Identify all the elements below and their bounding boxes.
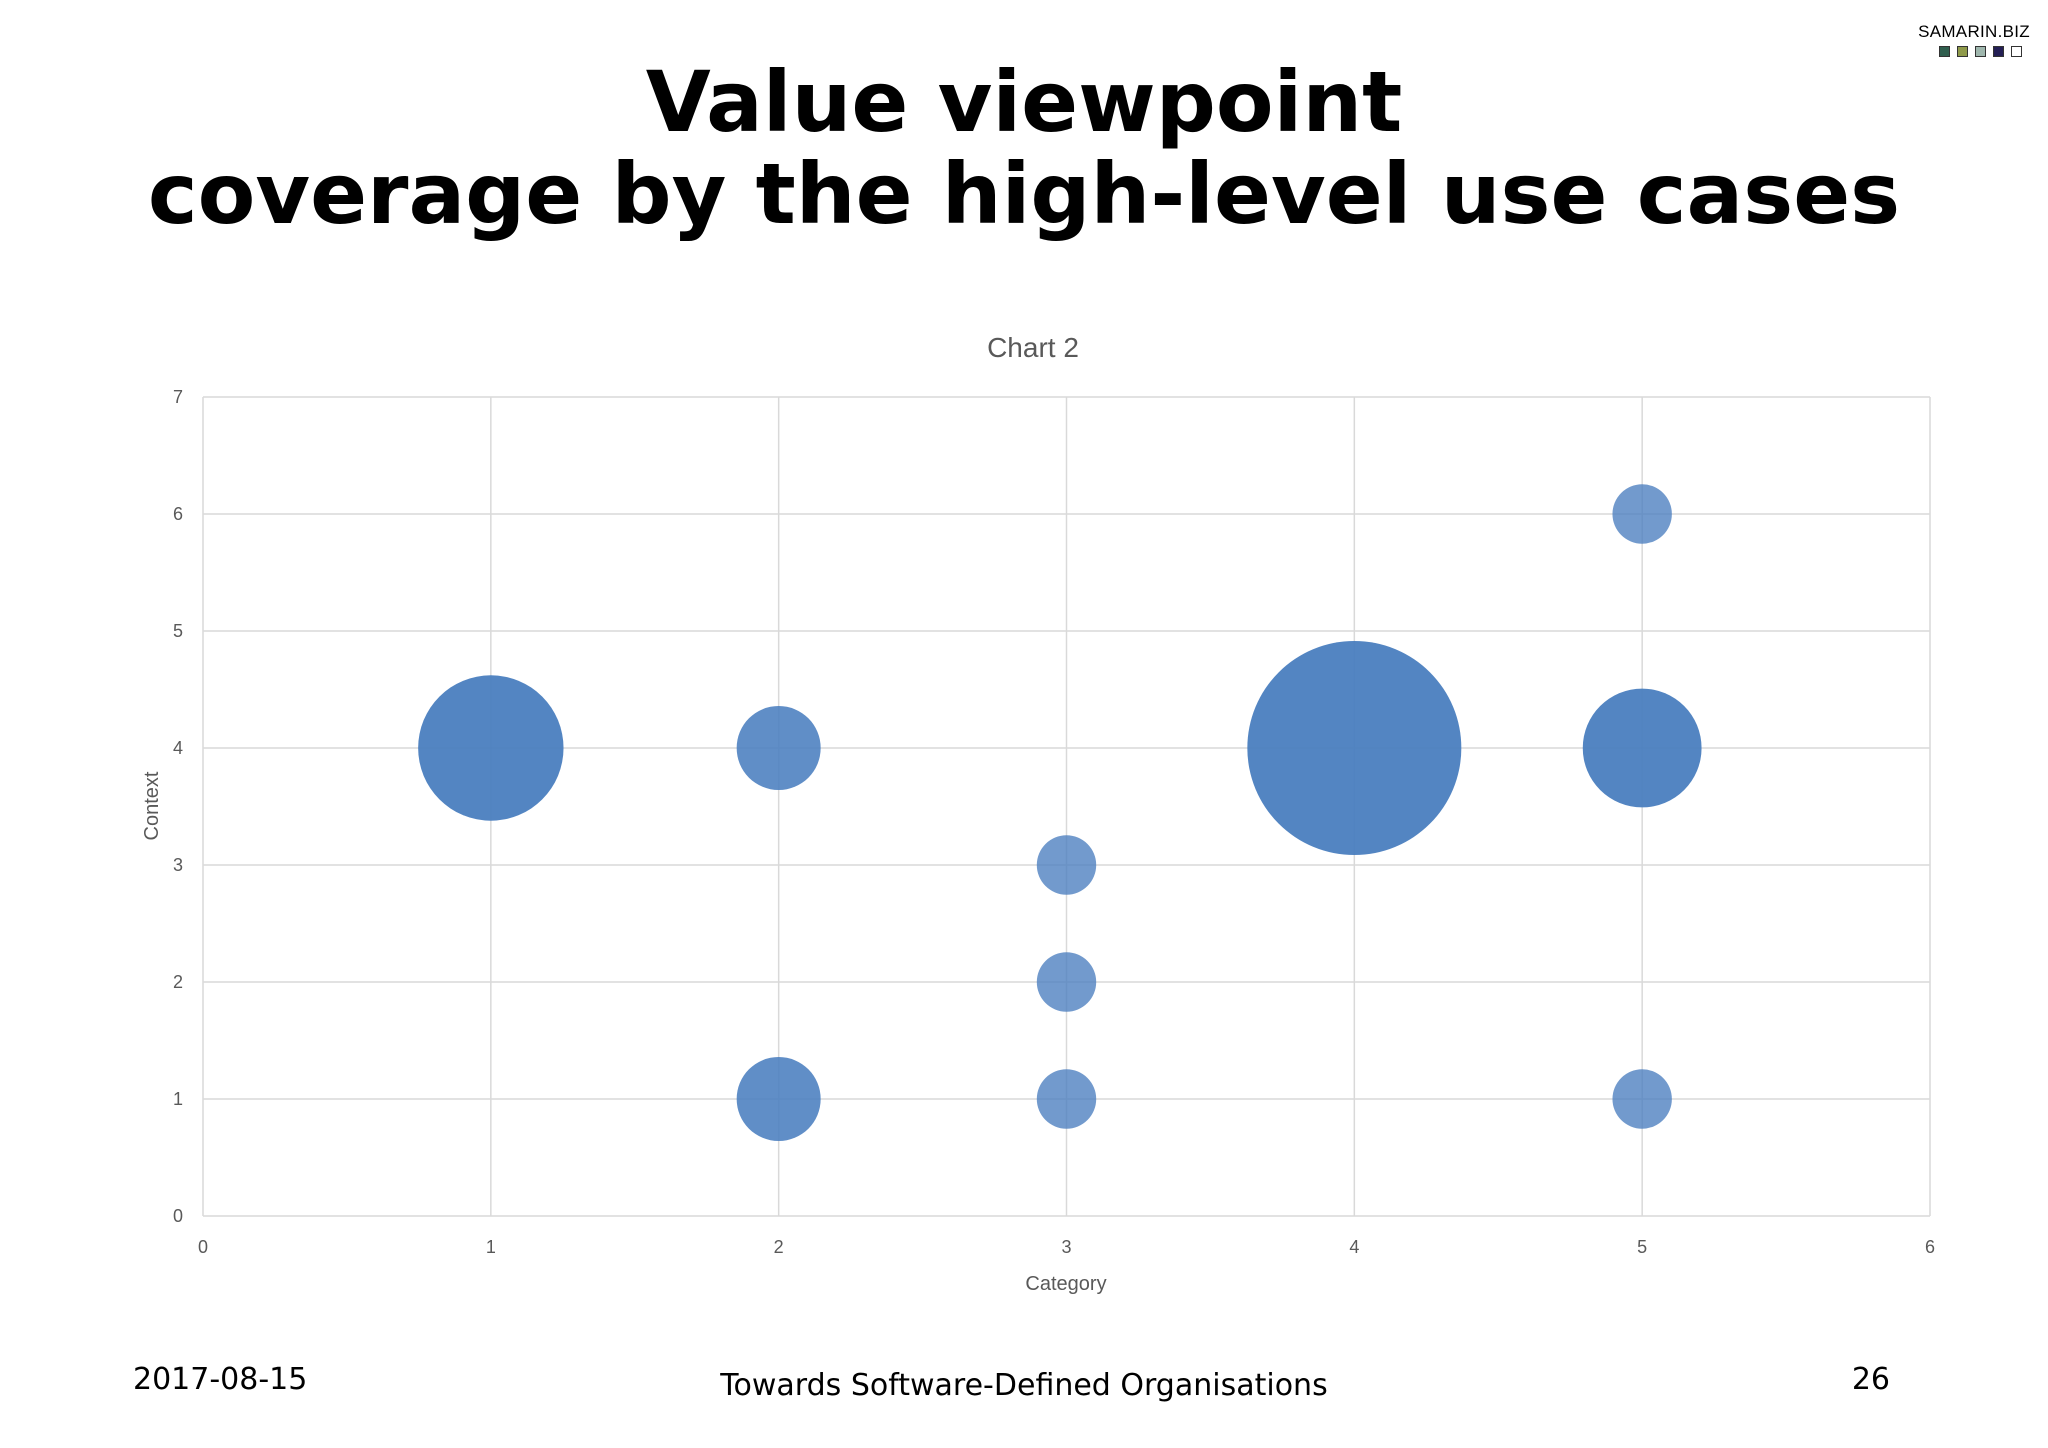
page-number: 26 xyxy=(1851,1362,1890,1397)
footer-title: Towards Software-Defined Organisations xyxy=(720,1368,1328,1403)
slide-title-line2: coverage by the high-level use cases xyxy=(147,145,1901,243)
bubble-point xyxy=(1036,835,1097,895)
brand-square xyxy=(2011,46,2022,57)
y-tick-label: 2 xyxy=(173,972,183,992)
bubble-point xyxy=(1582,688,1702,808)
x-tick-label: 4 xyxy=(1349,1237,1359,1257)
y-axis-label: Context xyxy=(141,771,163,840)
x-axis-ticks: 0 1 2 3 4 5 6 xyxy=(198,1237,1935,1257)
chart-bubbles xyxy=(418,484,1702,1141)
brand-name: SAMARIN.BIZ xyxy=(1918,22,2030,41)
brand-square xyxy=(1993,46,2004,57)
y-tick-label: 1 xyxy=(173,1089,183,1109)
brand-square xyxy=(1939,46,1950,57)
x-tick-label: 0 xyxy=(198,1237,208,1257)
bubble-point xyxy=(1036,1069,1097,1129)
x-tick-label: 5 xyxy=(1637,1237,1647,1257)
x-axis-label: Category xyxy=(1025,1273,1106,1295)
y-tick-label: 4 xyxy=(173,738,183,758)
x-tick-label: 6 xyxy=(1925,1237,1935,1257)
x-tick-label: 1 xyxy=(486,1237,496,1257)
slide-title: Value viewpoint coverage by the high-lev… xyxy=(0,56,2048,240)
y-tick-label: 0 xyxy=(173,1206,183,1226)
bubble-point xyxy=(1036,952,1097,1012)
bubble-point xyxy=(1612,1069,1672,1129)
brand-color-squares xyxy=(1880,46,2022,57)
y-tick-label: 7 xyxy=(173,387,183,407)
footer-date: 2017-08-15 xyxy=(133,1362,308,1397)
bubble-point xyxy=(418,675,564,821)
x-tick-label: 3 xyxy=(1061,1237,1071,1257)
y-axis-ticks: 0 1 2 3 4 5 6 7 xyxy=(173,387,183,1226)
x-tick-label: 2 xyxy=(774,1237,784,1257)
brand-logo: SAMARIN.BIZ xyxy=(1880,22,2030,57)
bubble-point xyxy=(736,706,821,790)
bubble-point xyxy=(1612,484,1672,544)
y-tick-label: 3 xyxy=(173,855,183,875)
bubble-point xyxy=(736,1057,821,1141)
y-tick-label: 6 xyxy=(173,504,183,524)
slide-title-line1: Value viewpoint xyxy=(645,53,1403,151)
brand-square xyxy=(1975,46,1986,57)
brand-square xyxy=(1957,46,1968,57)
y-tick-label: 5 xyxy=(173,621,183,641)
chart-title: Chart 2 xyxy=(987,332,1079,363)
bubble-point xyxy=(1247,641,1462,855)
